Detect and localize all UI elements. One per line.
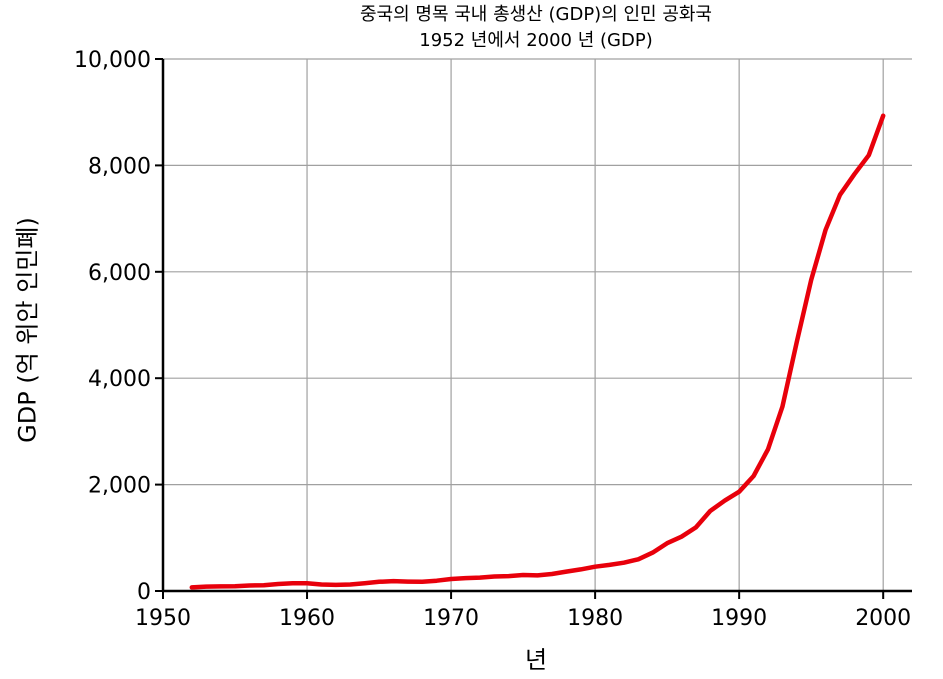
x-tick-label: 2000 [855,606,911,631]
x-tick-label: 1960 [279,606,335,631]
x-tick-label: 1980 [567,606,623,631]
y-tick-label: 8,000 [88,154,151,179]
chart-subtitle: 1952 년에서 2000 년 (GDP) [419,30,653,51]
x-tick-label: 1950 [135,606,191,631]
y-tick-label: 10,000 [74,48,151,73]
x-tick-label: 1970 [423,606,479,631]
x-axis-label: 년 [524,646,548,674]
y-tick-label: 2,000 [88,474,151,499]
gdp-series-line [189,113,886,590]
y-tick-label: 6,000 [88,261,151,286]
y-tick-label: 0 [137,580,151,605]
x-tick-label: 1990 [711,606,767,631]
plot-area [163,59,912,591]
chart-title: 중국의 명목 국내 총생산 (GDP)의 인민 공화국 [360,4,712,25]
y-tick-label: 4,000 [88,367,151,392]
